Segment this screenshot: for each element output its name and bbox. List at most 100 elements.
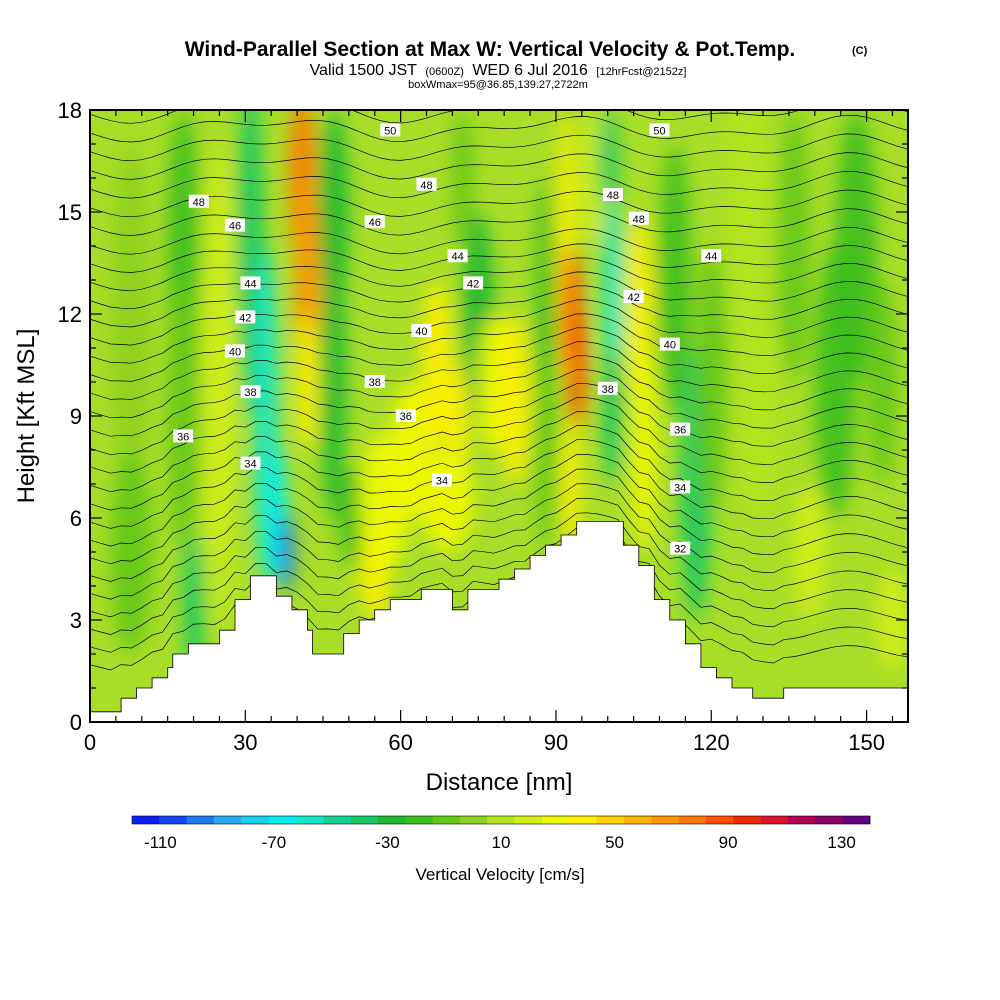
colorbar-tick-label: 50 xyxy=(605,833,624,852)
contour-line xyxy=(90,425,908,511)
velocity-cell xyxy=(778,110,810,382)
colorbar-bin xyxy=(323,816,351,824)
colorbar-bin xyxy=(706,816,734,824)
contour-line xyxy=(90,152,908,180)
y-tick-label: 15 xyxy=(58,200,82,225)
contour-line xyxy=(90,411,908,493)
theta-contours xyxy=(90,110,908,671)
contour-label-text: 42 xyxy=(467,278,479,290)
contour-label-bg xyxy=(623,290,644,303)
contour-label-text: 36 xyxy=(177,431,189,443)
velocity-cell xyxy=(183,535,204,671)
contour-label-bg xyxy=(188,194,209,208)
contour-label: 34 xyxy=(240,456,261,471)
colorbar-bin xyxy=(378,816,406,824)
contour-label-bg xyxy=(235,310,256,324)
contour-label: 34 xyxy=(670,480,691,494)
contour-line xyxy=(90,114,908,143)
velocity-cell xyxy=(167,280,199,552)
colorbar-bin xyxy=(678,816,707,824)
colorbar-bin xyxy=(296,816,324,824)
x-tick-label: 0 xyxy=(84,730,96,755)
y-tick-label: 0 xyxy=(70,710,82,735)
contour-line xyxy=(90,454,908,547)
contour-label-text: 44 xyxy=(451,251,463,263)
chart-title: Wind-Parallel Section at Max W: Vertical… xyxy=(185,38,796,61)
contour-label-bg xyxy=(173,429,194,443)
contour-label: 42 xyxy=(623,290,644,304)
contour-line xyxy=(90,439,908,529)
velocity-cell xyxy=(659,144,691,416)
contour-label-bg xyxy=(602,188,623,201)
contour-label: 44 xyxy=(447,249,468,263)
contour-label: 40 xyxy=(224,344,245,358)
contour-label: 50 xyxy=(649,123,670,137)
velocity-cell xyxy=(421,280,453,450)
colorbar-bin xyxy=(514,816,543,824)
colorbar-bin xyxy=(460,816,488,824)
velocity-cell xyxy=(866,280,898,484)
colorbar-tick-label: 10 xyxy=(492,833,511,852)
contour-label: 38 xyxy=(364,375,385,389)
contour-label-bg xyxy=(364,215,385,229)
contour-label-text: 44 xyxy=(244,278,256,290)
colorbar-bin xyxy=(405,816,433,824)
contour-line xyxy=(90,313,908,364)
colorbar-bin xyxy=(214,816,242,824)
contour-line xyxy=(90,189,908,218)
contour-label-text: 48 xyxy=(420,180,432,192)
colorbar-bin xyxy=(596,816,625,824)
contour-label: 46 xyxy=(364,215,385,229)
x-axis: 0 30 60 90 120 150 xyxy=(84,110,894,755)
contour-label-text: 48 xyxy=(607,190,619,202)
colorbar-bin xyxy=(815,816,843,824)
contour-label-bg xyxy=(224,344,245,358)
contour-label-text: 40 xyxy=(664,340,676,352)
contour-label-bg xyxy=(416,177,437,191)
contour-label: 48 xyxy=(602,188,623,202)
colorbar: -110 -70 -30 10 50 90 130 xyxy=(131,815,871,852)
chart-subtitle-box: boxWmax=95@36.85,139.27,2722m xyxy=(408,79,588,91)
velocity-cell xyxy=(203,144,235,620)
contour-label: 34 xyxy=(432,473,453,488)
contour-label-bg xyxy=(463,276,484,290)
velocity-cell xyxy=(320,246,347,518)
contour-label-text: 38 xyxy=(602,384,614,396)
velocity-cell xyxy=(631,348,657,552)
contour-line xyxy=(90,383,908,456)
contour-line xyxy=(90,133,908,162)
contour-label-text: 50 xyxy=(653,125,665,137)
velocity-cell xyxy=(695,246,727,518)
contour-label-bg xyxy=(649,123,670,137)
subtitle-date: WED 6 Jul 2016 xyxy=(472,62,588,79)
contour-line xyxy=(90,497,908,600)
contour-label: 48 xyxy=(188,194,209,209)
velocity-cell xyxy=(317,110,349,314)
contour-line xyxy=(90,257,908,292)
contour-label-text: 42 xyxy=(627,292,639,304)
colorbar-tick-label: -70 xyxy=(262,833,287,852)
contour-label: 38 xyxy=(240,385,261,399)
colorbar-bin xyxy=(241,816,269,824)
contour-line xyxy=(90,170,908,199)
colorbar-bin xyxy=(542,816,570,824)
contour-label-bg xyxy=(240,276,261,290)
colorbar-bin xyxy=(760,816,789,824)
contour-label-bg xyxy=(432,473,453,487)
contour-label-text: 44 xyxy=(705,251,717,263)
contour-label: 36 xyxy=(173,429,194,443)
contour-label: 44 xyxy=(701,249,722,263)
colorbar-label: Vertical Velocity [cm/s] xyxy=(415,865,584,884)
colorbar-bin xyxy=(432,816,461,824)
contour-line xyxy=(90,527,908,635)
chart-subtitle: Valid 1500 JST (0600Z) WED 6 Jul 2016 [1… xyxy=(310,62,687,79)
velocity-cell xyxy=(110,450,153,654)
colorbar-tick-label: -30 xyxy=(375,833,400,852)
contour-line xyxy=(90,285,908,328)
contour-label-text: 40 xyxy=(229,346,241,358)
velocity-cell xyxy=(562,416,581,552)
contour-line xyxy=(90,299,908,346)
contour-line xyxy=(90,483,908,582)
y-tick-label: 18 xyxy=(58,98,82,123)
